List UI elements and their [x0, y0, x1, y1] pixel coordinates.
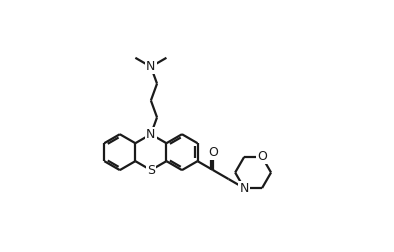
Text: N: N: [146, 128, 156, 141]
Text: N: N: [240, 181, 249, 195]
Text: N: N: [146, 60, 156, 73]
Text: S: S: [147, 164, 155, 177]
Text: O: O: [208, 146, 218, 159]
Text: O: O: [257, 150, 267, 164]
